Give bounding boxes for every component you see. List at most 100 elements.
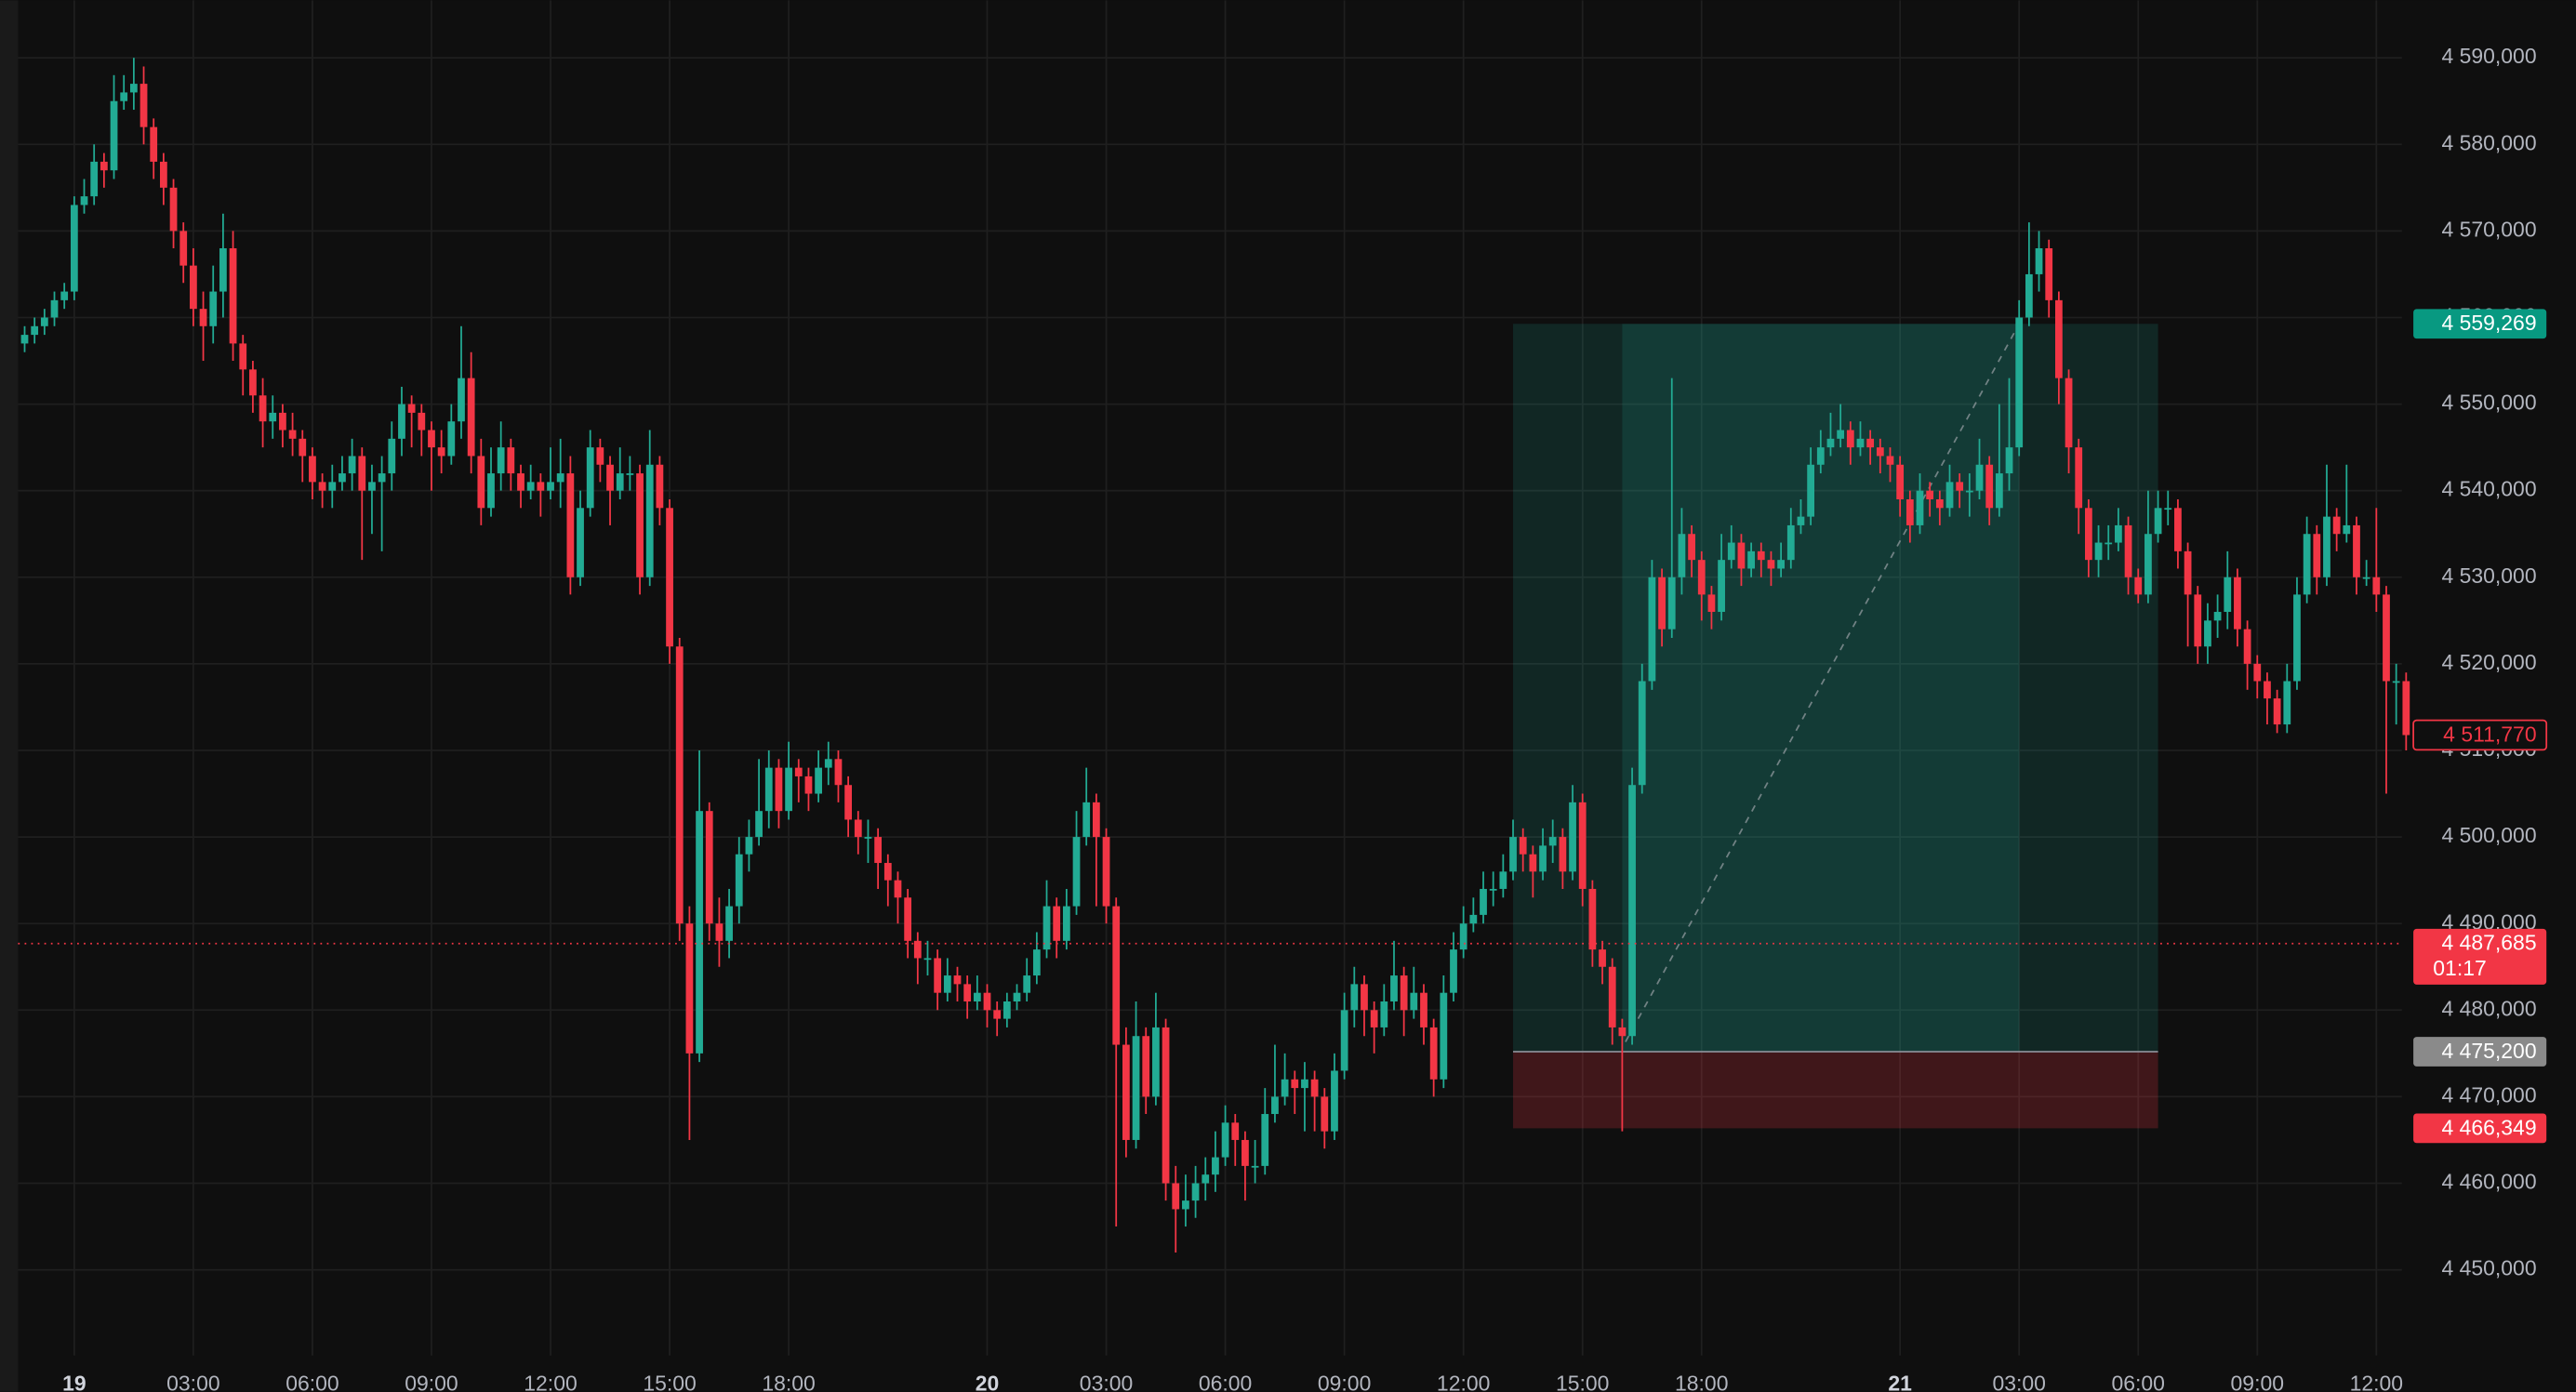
candle-body (645, 464, 654, 577)
candle-body (1648, 577, 1656, 682)
candle-body (526, 482, 535, 491)
candle-body (1459, 923, 1467, 950)
candle-body (1102, 837, 1110, 907)
y-tick-label: 4 460,000 (2441, 1170, 2536, 1194)
candle-body (1112, 906, 1121, 1045)
candle-body (467, 378, 475, 457)
candle-body (2383, 594, 2390, 682)
candle-body (1926, 490, 1934, 499)
candle-body (1370, 1010, 1378, 1027)
candle-body (2134, 577, 2143, 595)
candle-body (1350, 984, 1359, 1011)
candle-body (1053, 906, 1061, 941)
candle-body (1826, 438, 1835, 448)
x-tick-label: 18:00 (762, 1372, 815, 1392)
candle-body (1301, 1079, 1308, 1089)
x-tick-label: 15:00 (1556, 1372, 1609, 1392)
x-tick-label: 12:00 (2350, 1372, 2403, 1392)
candle-body (2213, 612, 2222, 621)
candle-body (328, 482, 337, 491)
trade-path (1625, 323, 2020, 1042)
candle-body (2164, 508, 2172, 510)
candle-body (1132, 1036, 1140, 1140)
candle-body (487, 473, 495, 509)
candle-body (229, 247, 237, 344)
candle-body (874, 837, 883, 864)
candle-body (428, 430, 435, 448)
candle-body (110, 100, 118, 171)
candle-body (2293, 594, 2301, 682)
candle-body (1023, 975, 1031, 993)
candle-body (1886, 456, 1894, 465)
x-tick-label: 15:00 (643, 1372, 696, 1392)
candle-body (1945, 482, 1954, 509)
candle-body (507, 447, 515, 474)
candle-body (1529, 854, 1537, 872)
candle-body (1152, 1027, 1160, 1097)
candle-body (259, 395, 267, 422)
candle-body (2332, 516, 2341, 535)
candle-body (1122, 1044, 1130, 1140)
candle-body (2264, 681, 2271, 699)
candle-body (2085, 508, 2092, 561)
candle-body (2075, 447, 2083, 509)
candle-body (943, 975, 951, 993)
candle-body (1548, 837, 1557, 846)
candle-body (1618, 1027, 1627, 1037)
candle-body (2144, 534, 2152, 595)
price-tag-label: 4 475,200 (2441, 1039, 2536, 1063)
candle-body (1212, 1157, 1219, 1175)
candle-body (904, 897, 912, 941)
candle-body (1737, 542, 1746, 569)
candle-body (31, 325, 39, 336)
candle-body (288, 430, 297, 439)
candle-body (70, 205, 78, 292)
candle-body (1876, 447, 1884, 457)
x-tick-label: 20 (976, 1372, 1000, 1392)
candle-body (1032, 949, 1041, 976)
candle-body (696, 811, 703, 1054)
candle-body (1995, 473, 2003, 509)
candle-body (1578, 802, 1587, 889)
candle-body (1291, 1079, 1299, 1089)
candle-body (844, 785, 853, 820)
candle-body (1331, 1070, 1338, 1132)
candle-body (666, 508, 673, 647)
price-tag (2412, 719, 2548, 751)
candle-body (2025, 273, 2033, 318)
y-tick-label: 4 480,000 (2441, 996, 2536, 1020)
candle-body (675, 646, 684, 924)
candle-body (1985, 464, 1994, 509)
price-tag-label: 4 511,770 (2443, 722, 2536, 746)
candle-body (368, 482, 376, 491)
candle-body (725, 906, 733, 941)
candle-body (129, 84, 138, 93)
candle-body (834, 759, 843, 786)
candle-body (1837, 430, 1845, 439)
candle-body (50, 299, 59, 318)
candle-body (2283, 681, 2291, 725)
candle-body (815, 767, 822, 794)
candle-body (150, 126, 158, 162)
candle-body (1509, 837, 1517, 872)
candle-body (1539, 845, 1547, 872)
candle-body (2105, 542, 2113, 545)
grid (18, 0, 2402, 1356)
candle-body (120, 92, 128, 101)
candle-body (477, 456, 485, 509)
candle-body (2224, 577, 2232, 613)
candle-body (1896, 464, 1905, 499)
candle-body (2005, 447, 2013, 474)
candle-body (339, 473, 346, 483)
candle-body (1688, 534, 1695, 561)
x-tick-label: 06:00 (285, 1372, 339, 1392)
candle-body (1678, 534, 1686, 577)
candle-body (1162, 1027, 1170, 1184)
candle-body (1658, 577, 1666, 630)
candle-body (1757, 550, 1765, 561)
candle-body (139, 84, 148, 127)
candle-body (1340, 1010, 1348, 1071)
countdown: 01:17 (2433, 956, 2486, 980)
candle-body (1807, 464, 1815, 517)
